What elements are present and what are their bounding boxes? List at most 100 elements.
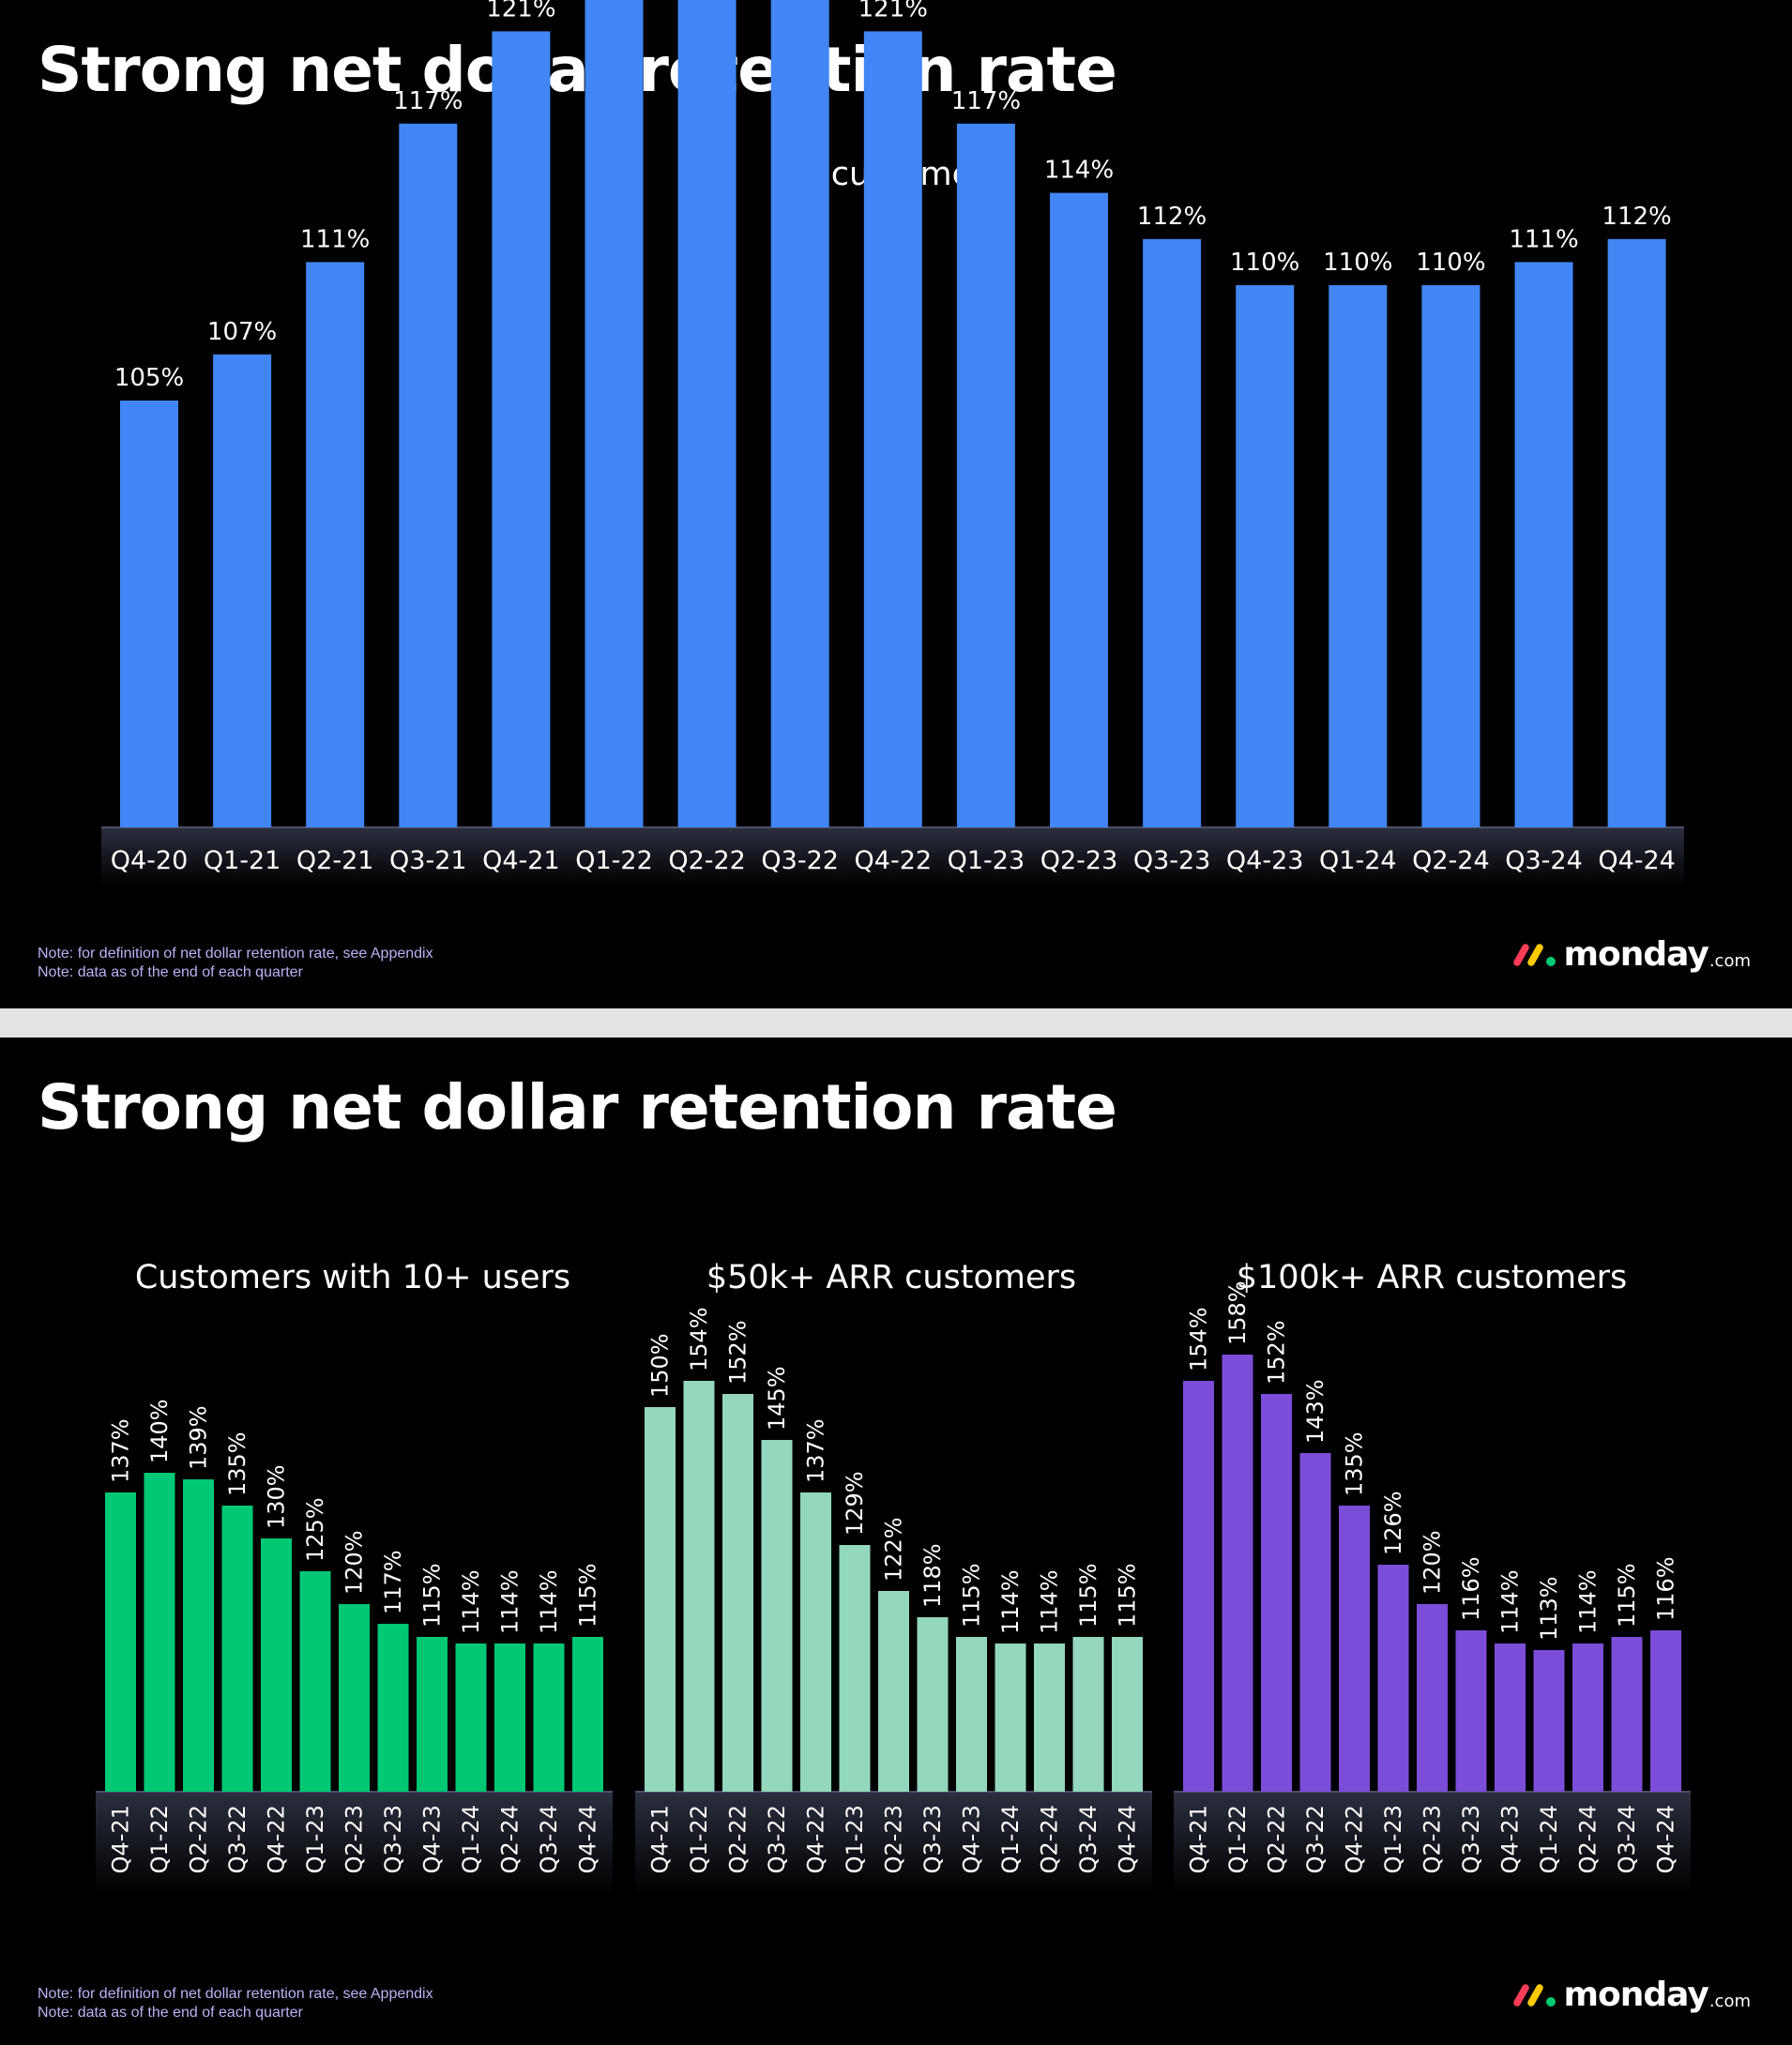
bar-10-plus-users-Q2-22 [183,1479,214,1792]
x-tick-label: Q3-22 [764,1805,790,1873]
bar-100k-arr-Q1-23 [1377,1565,1409,1792]
bar-100k-arr-Q3-24 [1611,1637,1643,1792]
x-tick-label: Q3-22 [1302,1805,1329,1873]
bar-50k-arr-Q3-24 [1072,1637,1104,1792]
data-label: 116% [1458,1556,1484,1621]
bar-50k-arr-Q4-24 [1112,1637,1143,1792]
data-label: 120% [1420,1530,1446,1595]
x-tick-label: Q2-23 [1420,1805,1446,1873]
x-tick-label: Q3-22 [224,1805,251,1873]
data-label: 139% [186,1405,212,1470]
bar-10-plus-users-Q2-23 [339,1604,370,1792]
data-label: 135% [224,1432,251,1496]
data-label: 115% [575,1563,601,1628]
bar-50k-arr-Q3-23 [917,1617,949,1792]
bar-all-customers-Q3-24 [1514,262,1573,827]
data-label: 118% [919,1543,946,1608]
x-tick-label: Q1-22 [686,1805,712,1873]
x-tick-label: Q4-24 [575,1805,601,1873]
x-axis-band [96,1792,613,1895]
x-tick-label: Q4-20 [111,846,189,875]
bar-all-customers-Q3-23 [1143,238,1202,828]
bar-10-plus-users-Q3-24 [533,1644,565,1792]
x-tick-label: Q1-24 [458,1805,484,1873]
bar-50k-arr-Q2-24 [1034,1644,1065,1792]
bar-10-plus-users-Q3-22 [221,1506,253,1792]
x-tick-label: Q3-24 [1075,1805,1101,1873]
chart-100k-arr: 154% Q4-21 158% Q1-22 152% Q2-22 143% Q3-22 135%… [1174,1280,1691,1895]
bar-all-customers-Q3-21 [399,123,458,828]
data-label: 120% [342,1530,368,1595]
bar-50k-arr-Q4-21 [645,1407,676,1792]
logo-wordmark: monday [1563,1976,1709,2014]
bar-all-customers-Q4-20 [120,401,178,827]
data-label: 114% [1497,1569,1524,1634]
data-label: 143% [1302,1379,1329,1444]
bar-all-customers-Q2-22 [677,0,737,827]
x-tick-label: Q4-22 [855,846,933,875]
slide-title: Strong net dollar retention rate [38,34,1117,106]
data-label: 152% [725,1320,752,1385]
footnote-definition: Note: for definition of net dollar reten… [38,1986,433,2002]
x-tick-label: Q4-21 [647,1805,674,1873]
x-tick-label: Q4-21 [482,846,560,875]
x-tick-label: Q1-23 [1380,1805,1406,1873]
bar-100k-arr-Q4-21 [1183,1381,1214,1792]
bar-100k-arr-Q4-22 [1339,1506,1370,1792]
x-axis-band [101,827,1684,886]
bar-100k-arr-Q1-24 [1533,1650,1565,1792]
data-label: 117% [393,87,463,115]
slide-segments: Strong net dollar retention rate Custome… [0,1038,1792,2045]
data-label: 122% [881,1517,907,1582]
chart-all-customers: 105% Q4-20 107% Q1-21 111% Q2-21 117% Q3-21 121%… [101,0,1684,886]
bar-100k-arr-Q4-24 [1650,1630,1681,1792]
chart-title-50k-arr: $50k+ ARR customers [706,1259,1077,1296]
data-label: 115% [1614,1563,1640,1628]
data-label: 113% [1536,1576,1562,1641]
x-tick-label: Q2-23 [1040,846,1118,875]
data-label: 114% [1575,1569,1602,1634]
bar-10-plus-users-Q3-23 [377,1624,409,1792]
bar-10-plus-users-Q4-23 [417,1637,448,1792]
chart-50k-arr: 150% Q4-21 154% Q1-22 152% Q2-22 145% Q3-22 137%… [635,1307,1152,1895]
x-tick-label: Q4-22 [264,1805,290,1873]
data-label: 135% [1342,1432,1368,1496]
x-tick-label: Q1-22 [146,1805,173,1873]
data-label: 152% [1264,1320,1290,1385]
data-label: 111% [300,225,370,253]
bar-all-customers-Q2-23 [1050,192,1108,828]
x-tick-label: Q4-22 [803,1805,829,1873]
bar-100k-arr-Q2-24 [1572,1644,1603,1792]
x-tick-label: Q2-24 [1412,846,1490,875]
monday-logo-icon [1512,944,1556,966]
x-tick-label: Q4-23 [419,1805,446,1873]
data-label: 114% [1044,157,1114,185]
footnote-data-timing: Note: data as of the end of each quarter [38,2005,303,2021]
x-tick-label: Q3-23 [919,1805,946,1873]
bar-50k-arr-Q3-22 [761,1440,793,1792]
data-label: 129% [842,1471,868,1536]
x-tick-label: Q4-24 [1115,1805,1141,1873]
bar-all-customers-Q4-23 [1236,285,1295,827]
bar-all-customers-Q4-21 [492,31,551,827]
bar-all-customers-Q1-23 [956,123,1015,828]
slide-title: Strong net dollar retention rate [38,1071,1117,1144]
x-tick-label: Q1-24 [1319,846,1397,875]
data-label: 110% [1323,249,1392,277]
data-label: 150% [647,1333,674,1398]
bar-all-customers-Q2-24 [1421,285,1481,827]
data-label: 114% [497,1569,524,1634]
x-tick-label: Q2-22 [668,846,746,875]
bar-100k-arr-Q1-22 [1222,1355,1253,1792]
data-label: 114% [458,1569,484,1634]
x-tick-label: Q1-24 [1536,1805,1562,1873]
bar-10-plus-users-Q1-23 [299,1571,331,1792]
bar-50k-arr-Q4-23 [956,1637,987,1792]
bar-all-customers-Q2-21 [306,262,365,827]
footnote-data-timing: Note: data as of the end of each quarter [38,964,303,980]
x-tick-label: Q3-24 [1505,846,1583,875]
data-label: 145% [764,1366,790,1431]
bar-50k-arr-Q1-22 [683,1381,715,1792]
bar-10-plus-users-Q4-21 [105,1492,136,1792]
data-label: 114% [536,1569,562,1634]
